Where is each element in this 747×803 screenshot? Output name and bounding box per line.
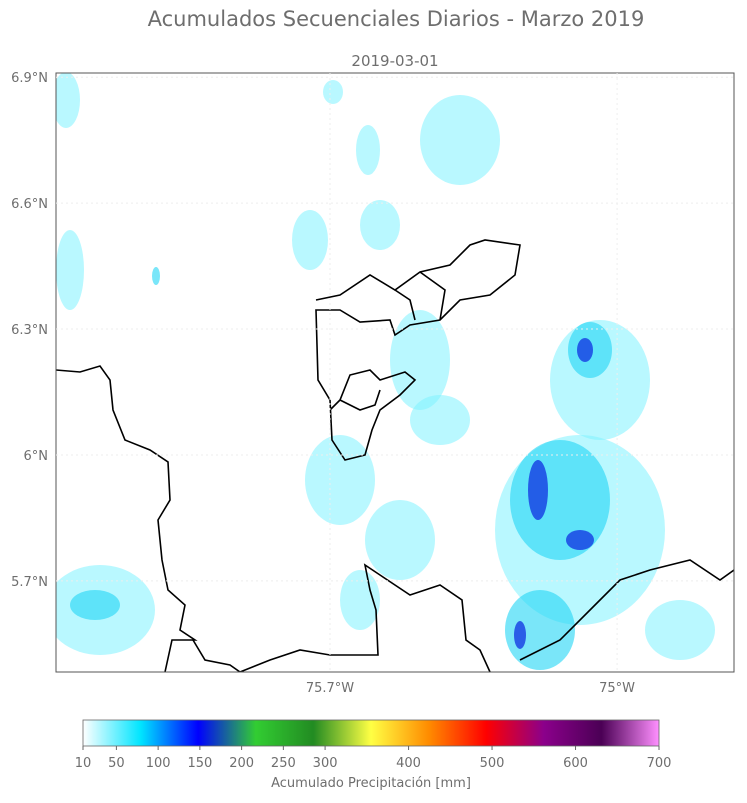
y-tick-label: 6.9°N <box>11 71 48 86</box>
colorbar-label: Acumulado Precipitación [mm] <box>271 776 471 791</box>
y-tick-label: 5.7°N <box>11 575 48 590</box>
colorbar-tick-label: 600 <box>563 756 588 771</box>
x-tick-label: 75°W <box>599 681 635 696</box>
boundaries <box>56 239 734 672</box>
y-tick-label: 6.3°N <box>11 323 48 338</box>
colorbar-tick-label: 250 <box>271 756 296 771</box>
colorbar <box>82 719 660 747</box>
x-tick-label: 75.7°W <box>306 681 354 696</box>
precipitation-field <box>56 73 715 670</box>
colorbar-tick-label: 100 <box>146 756 171 771</box>
colorbar-tick-label: 300 <box>313 756 338 771</box>
y-tick-label: 6.6°N <box>11 197 48 212</box>
y-tick-label: 6°N <box>24 449 49 464</box>
colorbar-tick-label: 500 <box>480 756 505 771</box>
colorbar-tick-label: 150 <box>187 756 212 771</box>
colorbar-tick-label: 50 <box>108 756 125 771</box>
colorbar-tick-label: 10 <box>75 756 92 771</box>
title: Acumulados Secuenciales Diarios - Marzo … <box>148 7 645 31</box>
subtitle: 2019-03-01 <box>351 52 438 70</box>
map-frame <box>55 72 735 673</box>
colorbar-tick-label: 700 <box>647 756 672 771</box>
colorbar-tick-label: 400 <box>396 756 421 771</box>
colorbar-tick-label: 200 <box>229 756 254 771</box>
